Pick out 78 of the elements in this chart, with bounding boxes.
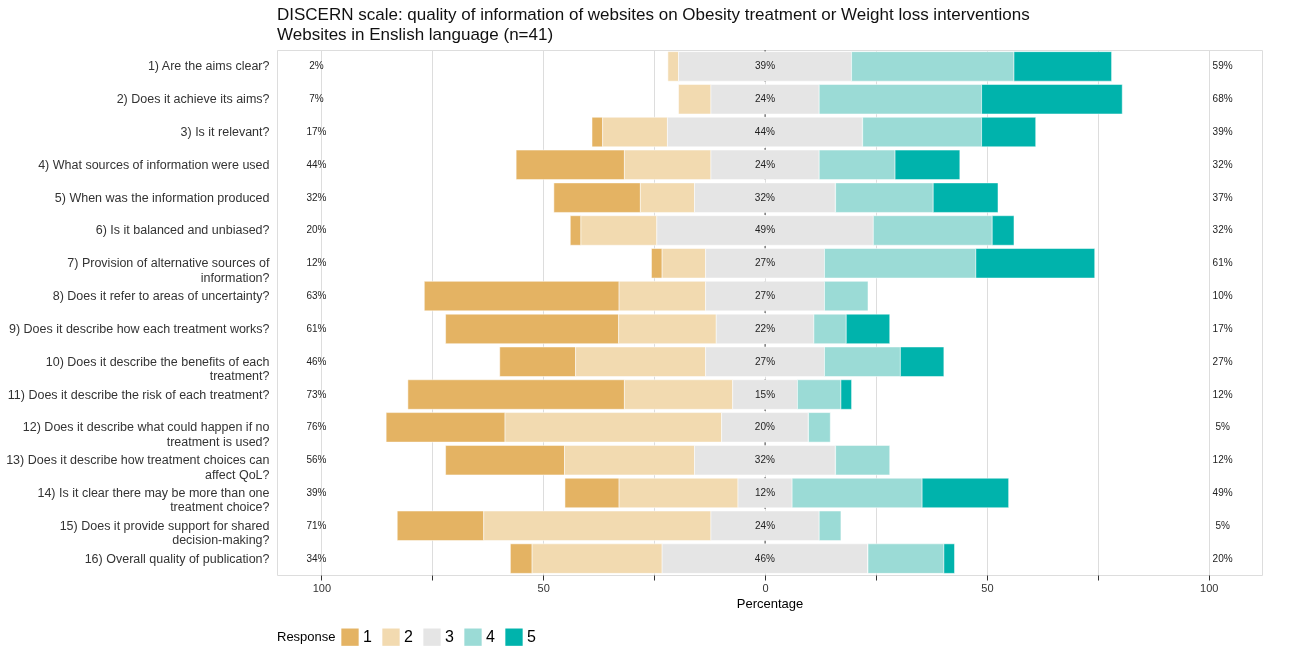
y-tick-label: 6) Is it balanced and unbiased?: [95, 223, 270, 238]
annotation: 32%: [1212, 158, 1233, 170]
data-label: 49%: [755, 224, 776, 236]
legend-label: 4: [486, 628, 495, 646]
annotation: 32%: [306, 191, 327, 203]
annotation: 17%: [1212, 322, 1233, 334]
annotation: 5%: [1215, 421, 1230, 433]
annotation: 12%: [1212, 388, 1233, 400]
annotation: 59%: [1212, 60, 1233, 72]
annotation: 10%: [1212, 290, 1233, 302]
data-label: 27%: [755, 257, 776, 269]
annotation: 76%: [306, 421, 327, 433]
y-tick-label: 12) Does it describe what could happen if no treatment is used?: [22, 420, 270, 449]
legend-title: Response: [277, 629, 336, 644]
x-tick-label: 100: [312, 581, 332, 594]
annotation: 39%: [1212, 126, 1233, 138]
data-label: 44%: [754, 126, 775, 138]
annotation: 68%: [1212, 93, 1233, 105]
annotation: 61%: [306, 322, 327, 334]
annotation: 73%: [306, 388, 327, 400]
y-tick-label: 15) Does it provide support for shared decision-making?: [59, 518, 270, 548]
legend-label: 3: [445, 628, 454, 646]
data-label: 27%: [755, 290, 776, 302]
y-tick-label: 3) Is it relevant?: [180, 125, 270, 140]
annotation: 46%: [306, 355, 327, 367]
data-label: 20%: [754, 421, 775, 433]
annotation: 61%: [1212, 257, 1233, 269]
annotation: 20%: [306, 224, 327, 236]
data-label: 32%: [754, 191, 775, 203]
annotation: 34%: [306, 552, 327, 564]
data-label: 12%: [755, 486, 776, 498]
annotation: 2%: [309, 60, 324, 72]
annotation: 5%: [1215, 519, 1230, 531]
legend-label: 5: [527, 628, 536, 646]
y-tick-label: 13) Does it describe how treatment choices can affect QoL?: [6, 453, 270, 482]
annotation: 63%: [306, 290, 327, 302]
annotation: 56%: [306, 454, 327, 466]
annotation: 37%: [1212, 191, 1233, 203]
x-tick-label: 50: [981, 581, 994, 594]
chart-subtitle: Websites in Enslish language (n=41): [277, 24, 554, 44]
data-label: 24%: [755, 158, 776, 170]
data-label: 27%: [755, 355, 776, 367]
data-label: 39%: [755, 60, 776, 72]
x-tick-label: 100: [1200, 581, 1219, 594]
x-axis-title: Percentage: [736, 595, 804, 611]
legend-label: 2: [404, 628, 413, 646]
data-label: 46%: [754, 552, 775, 564]
annotation: 20%: [1212, 552, 1233, 564]
y-tick-label: 10) Does it describe the benefits of each treatment?: [45, 354, 270, 384]
annotation: 12%: [1212, 454, 1233, 466]
y-tick-label: 7) Provision of alternative sources of information?: [67, 256, 271, 285]
annotation: 12%: [306, 257, 327, 269]
y-tick-label: 2) Does it achieve its aims?: [116, 92, 270, 107]
x-tick-label: 0: [762, 581, 769, 594]
y-tick-label: 9) Does it describe how each treatment works?: [8, 321, 270, 336]
y-tick-label: 11) Does it describe the risk of each treatment?: [7, 387, 270, 402]
annotation: 32%: [1212, 224, 1233, 236]
annotation: 49%: [1212, 486, 1233, 498]
x-tick-label: 50: [537, 581, 550, 594]
y-tick-label: 14) Is it clear there may be more than one treatment choice?: [37, 485, 270, 515]
chart-title: DISCERN scale: quality of information of websites on Obesity treatment or Weight loss interventions: [277, 4, 1030, 24]
annotation: 71%: [306, 519, 327, 531]
y-tick-label: 16) Overall quality of publication?: [84, 551, 270, 566]
annotation: 39%: [306, 486, 327, 498]
y-tick-label: 1) Are the aims clear?: [147, 59, 270, 74]
data-label: 32%: [754, 454, 775, 466]
y-tick-label: 5) When was the information produced: [54, 190, 270, 205]
data-label: 24%: [755, 93, 776, 105]
y-tick-label: 8) Does it refer to areas of uncertainty?: [52, 289, 270, 304]
annotation: 17%: [306, 126, 327, 138]
data-label: 22%: [755, 322, 776, 334]
data-label: 24%: [755, 519, 776, 531]
legend-label: 1: [363, 628, 372, 646]
annotation: 7%: [309, 93, 324, 105]
annotation: 44%: [306, 158, 327, 170]
annotation: 27%: [1212, 355, 1233, 367]
y-tick-label: 4) What sources of information were used: [38, 157, 270, 172]
data-label: 15%: [755, 388, 776, 400]
